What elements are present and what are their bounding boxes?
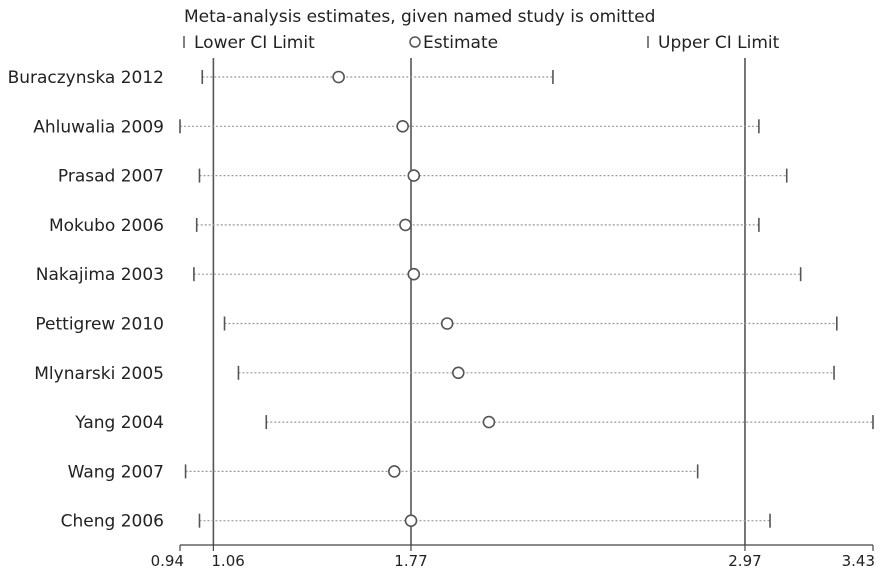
study-label: Cheng 2006: [61, 512, 164, 532]
estimate-marker: [404, 514, 418, 528]
estimate-marker: [388, 465, 401, 478]
legend: Lower CI Limit Estimate Upper CI Limit: [183, 33, 780, 53]
study-label: Pettigrew 2010: [35, 315, 164, 335]
estimate-marker: [399, 218, 412, 232]
study-row: Buraczynska 2012: [8, 68, 554, 88]
study-row: Yang 2004: [74, 413, 874, 433]
study-row: Wang 2007: [68, 462, 699, 482]
study-row: Cheng 2006: [61, 512, 771, 532]
study-row: Nakajima 2003: [36, 265, 802, 285]
study-label: Ahluwalia 2009: [33, 117, 164, 137]
study-row: Ahluwalia 2009: [33, 117, 760, 137]
legend-label-upper: Upper CI Limit: [658, 33, 780, 53]
estimate-marker: [407, 267, 421, 281]
study-label: Wang 2007: [68, 462, 164, 482]
legend-label-estimate: Estimate: [423, 33, 498, 53]
study-label: Mokubo 2006: [49, 216, 164, 236]
study-label: Buraczynska 2012: [8, 68, 164, 88]
estimate-marker: [440, 317, 454, 330]
study-row: Mokubo 2006: [49, 216, 760, 236]
estimate-legend-icon: [409, 36, 421, 48]
study-row: Mlynarski 2005: [34, 364, 835, 384]
estimate-marker: [407, 169, 421, 182]
study-label: Prasad 2007: [58, 167, 164, 187]
estimate-marker: [452, 366, 465, 380]
x-tick-label: 2.97: [728, 552, 761, 570]
x-tick-label: 3.43: [842, 552, 875, 570]
study-rows: Buraczynska 2012 Ahluwalia 2009 Prasad 200…: [8, 68, 874, 532]
x-tick-label: 1.77: [394, 552, 427, 570]
legend-label-lower: Lower CI Limit: [194, 33, 315, 53]
reference-lines: [212, 58, 746, 545]
x-tick-label: 1.06: [211, 552, 244, 570]
estimate-marker: [396, 120, 409, 133]
study-row: Pettigrew 2010: [35, 315, 838, 335]
estimate-marker: [482, 415, 496, 429]
x-tick-label: 0.94: [151, 552, 184, 570]
study-label: Yang 2004: [74, 413, 164, 433]
study-label: Mlynarski 2005: [34, 364, 164, 384]
x-axis: 0.94 1.06 1.77 2.97 3.43: [151, 544, 875, 570]
chart-title: Meta-analysis estimates, given named stu…: [184, 7, 655, 27]
estimate-marker: [332, 70, 345, 84]
study-label: Nakajima 2003: [36, 265, 164, 285]
study-row: Prasad 2007: [58, 167, 788, 187]
